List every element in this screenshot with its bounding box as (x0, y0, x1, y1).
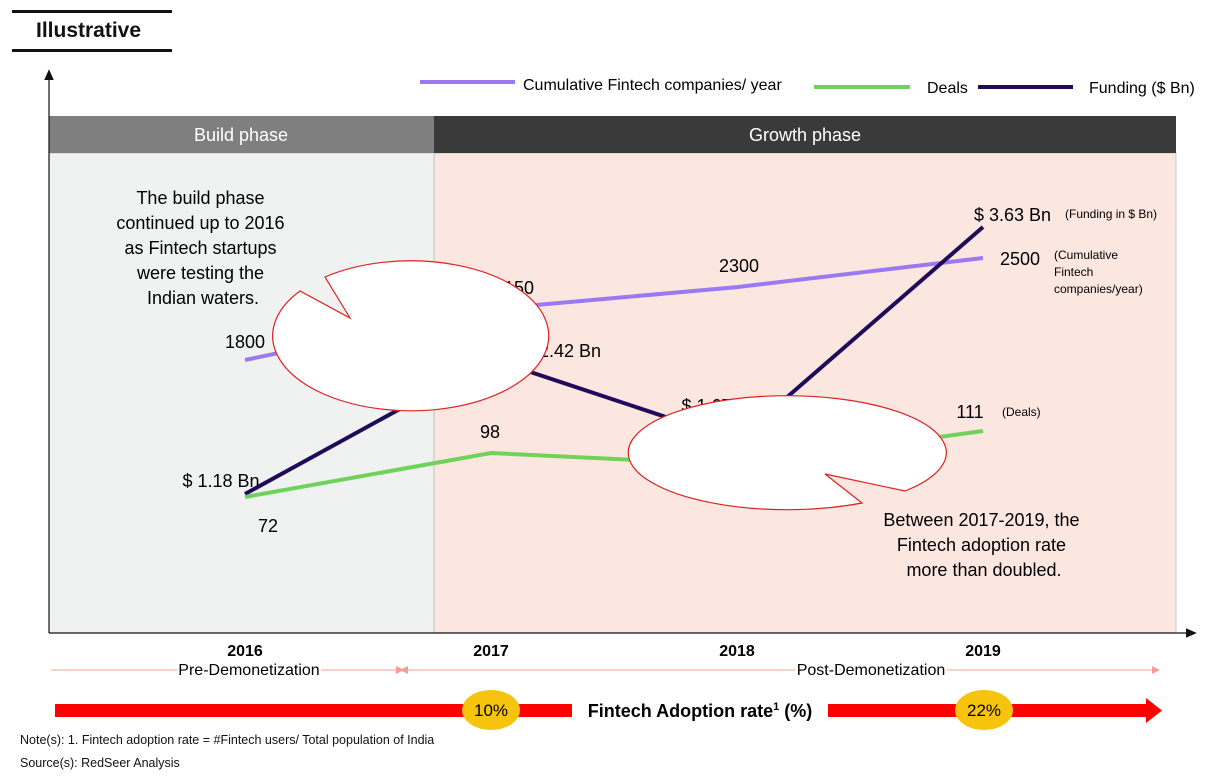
adoption-arrowhead (1146, 698, 1162, 723)
growth-phase-header (434, 116, 1176, 153)
callout-growth-line-3: more than doubled. (906, 560, 1061, 580)
callout-growth-bubble (627, 395, 947, 511)
adoption-title: Fintech Adoption rate1 (%) (588, 701, 812, 721)
callout-build-text: The build phase continued up to 2016 as … (116, 188, 289, 308)
adoption-badge-2019 (955, 690, 1013, 730)
label-cumulative-2019: 2500 (1000, 249, 1040, 269)
callout-build-line-5: Indian waters. (147, 288, 259, 308)
note-deals: (Deals) (1002, 405, 1041, 419)
callout-growth-line-1: Between 2017-2019, the (883, 510, 1079, 530)
callout-build-line-4: were testing the (136, 263, 264, 283)
callout-build-bubble (272, 260, 550, 412)
post-demonetization-arrowhead-left (400, 666, 408, 674)
legend-cumulative-label: Cumulative Fintech companies/ year (523, 77, 782, 94)
note-cumulative: (Cumulative Fintech companies/year) (1054, 248, 1143, 296)
callout-growth-text: Between 2017-2019, the Fintech adoption … (883, 510, 1084, 580)
adoption-badge-2019-label: 22% (967, 701, 1001, 720)
callout-build-line-3: as Fintech startups (124, 238, 276, 258)
callout-growth-line-2: Fintech adoption rate (897, 535, 1066, 555)
pre-demonetization-label: Pre-Demonetization (178, 662, 319, 679)
x-tick-2019: 2019 (965, 643, 1001, 660)
post-demonetization-arrowhead-right (1152, 666, 1160, 674)
x-tick-2016: 2016 (227, 643, 263, 660)
illustrative-tag: Illustrative (12, 10, 172, 52)
post-demonetization-label: Post-Demonetization (797, 662, 946, 679)
label-deals-2017: 98 (480, 422, 500, 442)
legend-deals-label: Deals (927, 80, 968, 97)
growth-phase-label: Growth phase (749, 125, 861, 145)
series-line-funding (244, 225, 985, 496)
adoption-badge-2017 (462, 690, 520, 730)
label-funding-2019: $ 3.63 Bn (974, 205, 1051, 225)
legend-funding-label: Funding ($ Bn) (1089, 80, 1195, 97)
source-note: Source(s): RedSeer Analysis (20, 756, 180, 770)
adoption-arrow-left (55, 704, 572, 717)
label-deals-2019: 111 (956, 402, 983, 422)
callout-build-line-2: continued up to 2016 (116, 213, 284, 233)
note-funding: (Funding in $ Bn) (1065, 207, 1157, 221)
build-phase-label: Build phase (194, 125, 288, 145)
illustrative-label: Illustrative (36, 19, 142, 42)
label-deals-2016: 72 (258, 516, 278, 536)
label-cumulative-2018: 2300 (719, 256, 759, 276)
x-tick-2017: 2017 (473, 643, 509, 660)
x-tick-2018: 2018 (719, 643, 755, 660)
footnote: Note(s): 1. Fintech adoption rate = #Fin… (20, 733, 435, 747)
adoption-badge-2017-label: 10% (474, 701, 508, 720)
build-phase-header (49, 116, 434, 153)
growth-phase-area (433, 152, 1177, 634)
label-funding-2016: $ 1.18 Bn (182, 471, 259, 491)
label-cumulative-2016: 1800 (225, 332, 265, 352)
callout-build-line-1: The build phase (136, 188, 264, 208)
